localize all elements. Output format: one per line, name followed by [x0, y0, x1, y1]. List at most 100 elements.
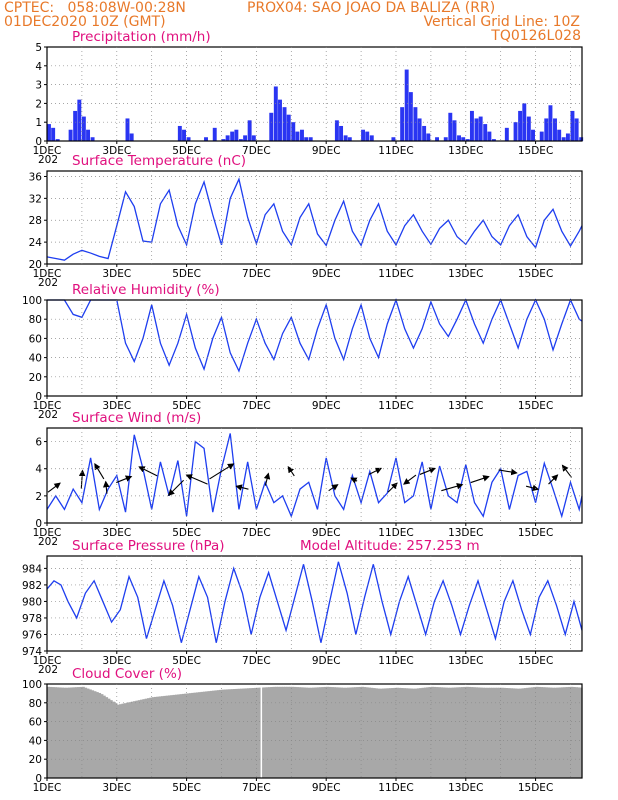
- rh-series-line: [47, 297, 583, 373]
- precip-bar: [574, 118, 579, 141]
- cloud-area-column: [286, 686, 290, 778]
- cloud-xtick-label: 11DEC: [378, 782, 413, 794]
- cloud-area-column: [321, 687, 325, 778]
- cloud-area-column: [91, 690, 95, 778]
- cloud-area-column: [53, 687, 57, 778]
- pres-xtick-label: 5DEC: [172, 655, 201, 667]
- cloud-xtick-label: 13DEC: [448, 782, 483, 794]
- cloud-frame: [46, 683, 583, 779]
- wind-arrow: [209, 463, 235, 480]
- precip-bar: [539, 131, 544, 141]
- cloud-area-column: [326, 686, 330, 778]
- precip-bar: [469, 110, 474, 141]
- cloud-area-column: [405, 688, 409, 778]
- rh-ytick-label: 20: [29, 372, 42, 384]
- temp-xtick-label: 11DEC: [378, 268, 413, 280]
- cloud-area-column: [430, 686, 434, 778]
- precip-bar: [417, 118, 422, 141]
- wind-arrow: [235, 484, 249, 491]
- cloud-area-column: [556, 687, 560, 778]
- precip-bar: [413, 107, 418, 141]
- cloud-area-column: [381, 688, 385, 778]
- precip-ytick-label: 5: [35, 42, 42, 54]
- cloud-area-column: [319, 687, 323, 778]
- temp-ytick-label: 28: [29, 215, 42, 227]
- precip-ytick-label: 2: [35, 98, 42, 110]
- precip-title: Precipitation (mm/h): [72, 29, 211, 45]
- cloud-area-column: [233, 689, 237, 778]
- rh-ytick-label: 80: [29, 314, 42, 326]
- pres-xtick-label: 3DEC: [102, 655, 131, 667]
- cloud-area-column: [107, 698, 111, 778]
- cloud-area-column: [491, 687, 495, 778]
- cloud-area-column: [130, 701, 134, 778]
- cloud-area-column: [330, 687, 334, 778]
- precip-bar: [443, 137, 448, 141]
- precip-bar: [365, 131, 370, 141]
- precip-bar: [526, 116, 531, 141]
- cloud-area-column: [123, 703, 127, 778]
- precip-bar: [483, 124, 488, 141]
- cloud-area-column: [458, 687, 462, 778]
- cloud-area-column: [72, 687, 76, 778]
- cloud-area-column: [542, 687, 546, 778]
- cloud-area-column: [372, 688, 376, 778]
- cloud-area-column: [128, 702, 132, 778]
- cloud-area-column: [240, 688, 243, 778]
- precip-bar: [452, 120, 457, 141]
- precip-bar: [435, 137, 440, 141]
- cloud-area-column: [414, 688, 418, 778]
- precip-bar: [474, 118, 479, 141]
- precip-bar: [234, 129, 239, 141]
- cloud-area-column: [342, 687, 346, 778]
- cloud-area-column: [561, 687, 564, 778]
- cloud-area-column: [351, 687, 355, 778]
- cloud-area-column: [195, 692, 199, 778]
- precip-bar: [177, 125, 182, 141]
- rh-title: Relative Humidity (%): [72, 282, 220, 298]
- header-model-id: TQ0126L028: [491, 28, 581, 44]
- cloud-area-column: [535, 686, 539, 778]
- temp-xtick-label: 5DEC: [172, 268, 201, 280]
- wind-arrow: [419, 467, 436, 475]
- temp-xtick-label: 3DEC: [102, 268, 131, 280]
- cloud-area-column: [191, 692, 195, 778]
- cloud-area-column: [391, 688, 395, 778]
- wind-arrow: [328, 484, 339, 492]
- cloud-area-column: [344, 687, 348, 778]
- cloud-area-column: [395, 687, 399, 778]
- cloud-area-column: [295, 687, 299, 778]
- cloud-area-column: [174, 694, 178, 778]
- cloud-area-column: [237, 688, 241, 778]
- cloud-area-column: [419, 688, 423, 778]
- pres-ytick-label: 984: [22, 563, 42, 575]
- precip-bar: [221, 139, 226, 141]
- precip-xtick-label: 13DEC: [448, 145, 483, 157]
- cloud-area-column: [388, 688, 392, 778]
- pres-ytick-label: 976: [22, 629, 42, 641]
- cloud-ytick-label: 80: [29, 698, 42, 710]
- cloud-area-column: [223, 689, 227, 778]
- wind-arrow: [525, 484, 540, 492]
- cloud-area-column: [170, 695, 174, 778]
- cloud-area-column: [135, 700, 139, 778]
- cloud-area-column: [244, 688, 248, 778]
- cloud-area-column: [519, 688, 523, 778]
- precip-bar: [300, 129, 304, 141]
- pres-ytick-label: 982: [22, 580, 42, 592]
- cloud-area-column: [172, 694, 176, 778]
- cloud-area-column: [572, 687, 576, 778]
- cloud-area-column: [554, 687, 558, 778]
- temp-xtick-label: 7DEC: [242, 268, 271, 280]
- precip-bar: [465, 139, 470, 141]
- cloud-area-column: [416, 688, 420, 778]
- cloud-area-column: [272, 686, 276, 778]
- precip-bar: [129, 133, 134, 141]
- cloud-area-column: [444, 687, 448, 778]
- cloud-area-column: [60, 687, 64, 778]
- cloud-area-column: [433, 686, 437, 778]
- cloud-area-column: [423, 687, 427, 778]
- cloud-ytick-label: 60: [29, 717, 42, 729]
- precip-bar: [225, 135, 230, 141]
